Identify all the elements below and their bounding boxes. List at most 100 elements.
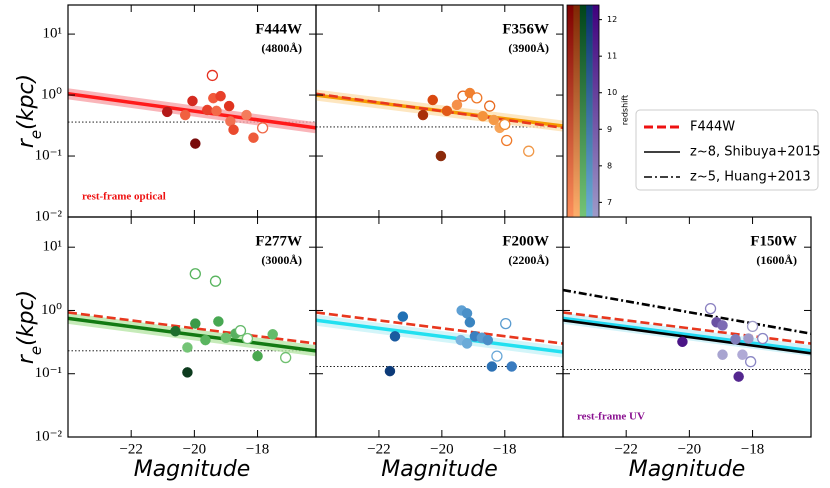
data-point	[461, 338, 473, 349]
data-point	[182, 367, 193, 378]
x-tick-label: −20	[183, 441, 206, 457]
y-tick-label: 10⁻²	[35, 428, 63, 444]
fit-line	[316, 318, 563, 354]
x-tick-label: −22	[119, 441, 142, 457]
plot-area	[316, 305, 563, 377]
data-point	[241, 332, 254, 345]
data-point	[486, 361, 498, 372]
fit-line	[316, 311, 563, 345]
fit-line	[68, 92, 316, 130]
plot-area	[563, 288, 811, 382]
data-point	[477, 110, 489, 122]
x-axis-label: Magnitude	[381, 457, 498, 482]
data-point	[757, 332, 769, 345]
legend-label: z~8, Shibuya+2015	[690, 145, 820, 160]
data-point	[248, 132, 259, 143]
x-tick-label: −20	[430, 441, 453, 457]
plot-area	[316, 87, 563, 162]
data-point	[206, 69, 219, 82]
data-point	[451, 99, 463, 111]
y-axis-label-part: (kpc)	[14, 290, 39, 346]
y-axis-label-part: r	[14, 353, 39, 364]
data-point	[704, 302, 717, 315]
data-point	[500, 317, 512, 330]
legend-label: z~5, Huang+2013	[690, 170, 811, 185]
data-point	[733, 371, 744, 382]
data-point	[182, 342, 193, 353]
panel-subtitle: (3900Å)	[508, 41, 549, 55]
panel-subtitle: (3000Å)	[261, 253, 302, 267]
colorbar-tick-label: 12	[607, 15, 617, 24]
y-tick-label: 10⁻¹	[35, 365, 62, 381]
plot-area	[68, 268, 316, 378]
legend-box	[635, 109, 819, 191]
data-point	[471, 92, 483, 104]
panel-title: F277W	[255, 233, 302, 249]
data-point	[190, 318, 201, 329]
y-axis-label-sub: e	[27, 130, 45, 139]
colorbar-label: redshift	[621, 95, 630, 125]
data-point	[746, 320, 759, 333]
y-axis-label: re(kpc)	[14, 74, 45, 148]
plot-area	[68, 69, 316, 149]
colorbar-tick-label: 11	[607, 52, 617, 61]
data-point	[389, 331, 401, 342]
data-point	[737, 349, 748, 360]
x-tick-label: −22	[614, 441, 637, 457]
panel-title: F200W	[502, 233, 549, 249]
panel-frame	[562, 216, 812, 438]
data-point	[223, 100, 235, 112]
colorbar-frame	[566, 4, 600, 218]
data-point	[241, 109, 252, 121]
y-tick-label: 10¹	[43, 26, 63, 42]
data-point	[215, 90, 226, 102]
annotation: rest-frame UV	[577, 411, 645, 423]
colorbar-stripe	[567, 5, 574, 217]
colorbar-stripe	[573, 5, 581, 217]
data-point	[202, 104, 213, 116]
data-point	[441, 105, 453, 117]
y-axis-label: re(kpc)	[14, 290, 45, 364]
panel-title: F356W	[502, 21, 549, 37]
x-tick-label: −22	[367, 441, 390, 457]
data-point	[179, 109, 191, 121]
panel-title: F150W	[750, 233, 797, 249]
data-point	[677, 336, 688, 348]
data-point	[161, 106, 173, 118]
data-point	[730, 334, 741, 345]
y-tick-label: 10⁻²	[35, 208, 63, 224]
y-axis-label-sub: e	[27, 346, 45, 355]
x-axis-label: Magnitude	[134, 457, 251, 482]
data-point	[523, 145, 535, 157]
data-point	[397, 311, 409, 322]
y-axis-label-part: r	[14, 137, 39, 148]
data-point	[189, 268, 201, 280]
y-tick-label: 10⁰	[41, 86, 62, 102]
data-point	[482, 334, 494, 346]
y-tick-label: 10⁻¹	[35, 147, 62, 163]
data-point	[435, 150, 447, 162]
data-point	[717, 349, 728, 360]
data-point	[234, 324, 247, 337]
fit-line	[68, 316, 316, 353]
colorbar-stripe	[592, 5, 600, 217]
legend-label: F444W	[690, 120, 735, 135]
annotation: rest-frame optical	[82, 191, 166, 203]
x-tick-label: −20	[678, 441, 701, 457]
data-point	[745, 356, 757, 368]
colorbar-tick-label: 9	[607, 125, 612, 134]
data-point	[267, 329, 278, 340]
data-point	[228, 124, 239, 135]
y-axis-label-part: (kpc)	[14, 74, 39, 130]
data-point	[170, 325, 181, 337]
fit-line	[563, 288, 811, 335]
data-point	[213, 316, 224, 327]
data-point	[187, 95, 198, 107]
fit-line	[316, 92, 563, 130]
data-point	[211, 105, 222, 117]
y-tick-label: 10¹	[43, 239, 63, 255]
data-point	[484, 100, 496, 112]
data-point	[252, 350, 263, 362]
data-point	[488, 114, 500, 126]
